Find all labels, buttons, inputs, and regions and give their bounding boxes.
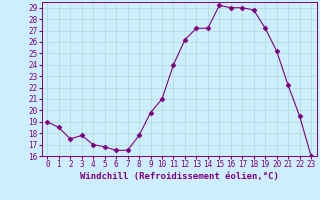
X-axis label: Windchill (Refroidissement éolien,°C): Windchill (Refroidissement éolien,°C): [80, 172, 279, 181]
